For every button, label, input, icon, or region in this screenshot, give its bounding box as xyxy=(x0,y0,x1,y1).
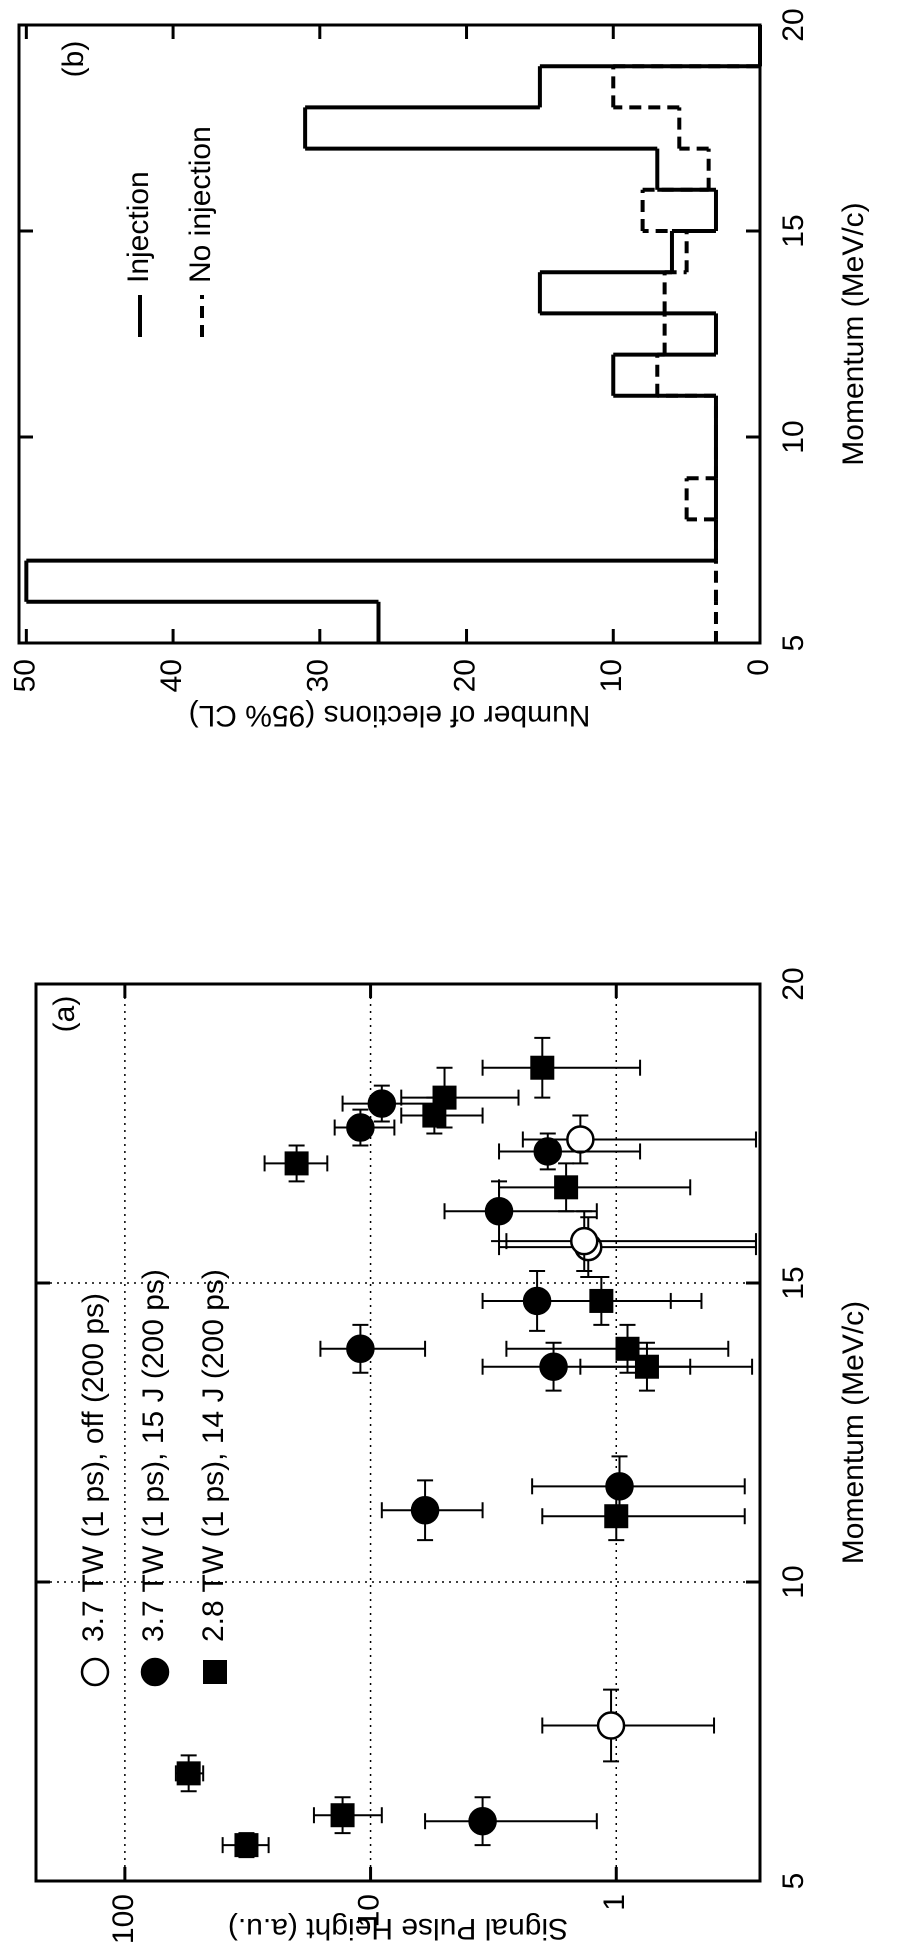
marker-square xyxy=(432,1085,457,1110)
marker-circle xyxy=(410,1495,440,1525)
x-tick-label: 15 xyxy=(777,214,810,247)
x-tick-label: 5 xyxy=(777,1873,810,1890)
x-tick-label: 5 xyxy=(777,635,810,652)
marker-circle xyxy=(569,1226,599,1256)
marker-circle xyxy=(533,1137,563,1166)
legend-marker xyxy=(80,1657,110,1687)
marker-square xyxy=(604,1504,629,1529)
x-tick-label: 10 xyxy=(777,420,810,453)
marker-square xyxy=(554,1175,579,1200)
marker-circle xyxy=(605,1472,634,1501)
marker-square xyxy=(284,1151,309,1176)
panel-label: (a) xyxy=(48,996,81,1033)
y-tick-label: 1 xyxy=(598,1894,631,1911)
marker-circle xyxy=(484,1196,514,1226)
marker-circle xyxy=(367,1089,397,1118)
marker-square xyxy=(615,1336,640,1361)
x-axis-title: Momentum (MeV/c) xyxy=(837,202,870,465)
y-tick-label: 10 xyxy=(595,659,628,692)
y-axis-title: Signal Pulse Height (a.u.) xyxy=(228,1912,568,1945)
x-tick-label: 20 xyxy=(777,8,810,41)
plot-frame xyxy=(34,982,762,1883)
marker-square xyxy=(330,1803,355,1828)
marker-circle xyxy=(539,1352,568,1381)
y-tick-label: 10 xyxy=(352,1894,385,1927)
y-tick-label: 30 xyxy=(302,659,335,692)
legend-label: Injection xyxy=(122,171,155,283)
x-tick-label: 10 xyxy=(777,1565,810,1598)
x-tick-label: 15 xyxy=(777,1266,810,1299)
y-tick-label: 0 xyxy=(742,659,775,676)
legend-marker xyxy=(203,1660,227,1684)
y-tick-label: 50 xyxy=(8,659,41,692)
marker-circle xyxy=(346,1334,375,1364)
legend-label: 2.8 TW (1 ps), 14 J (200 ps) xyxy=(197,1269,230,1642)
legend-marker xyxy=(140,1657,170,1687)
marker-square xyxy=(634,1354,659,1379)
legend-label: 3.7 TW (1 ps), off (200 ps) xyxy=(77,1293,110,1642)
marker-square xyxy=(176,1761,201,1786)
x-tick-label: 20 xyxy=(777,967,810,1000)
legend-label: 3.7 TW (1 ps), 15 J (200 ps) xyxy=(137,1269,170,1642)
marker-circle xyxy=(566,1125,595,1154)
legend-label: No injection xyxy=(184,126,217,283)
plot-frame xyxy=(17,23,762,645)
marker-square xyxy=(589,1288,614,1313)
marker-square xyxy=(234,1833,259,1858)
y-axis-title: Number of elections (95% CL) xyxy=(189,699,591,732)
panel-label: (b) xyxy=(57,41,90,78)
y-tick-label: 40 xyxy=(155,659,188,692)
marker-square xyxy=(530,1055,555,1080)
marker-circle xyxy=(596,1711,626,1740)
marker-circle xyxy=(468,1806,497,1836)
x-axis-title: Momentum (MeV/c) xyxy=(837,1301,870,1564)
y-tick-label: 100 xyxy=(107,1894,140,1944)
y-tick-label: 20 xyxy=(448,659,481,692)
marker-circle xyxy=(346,1113,375,1142)
